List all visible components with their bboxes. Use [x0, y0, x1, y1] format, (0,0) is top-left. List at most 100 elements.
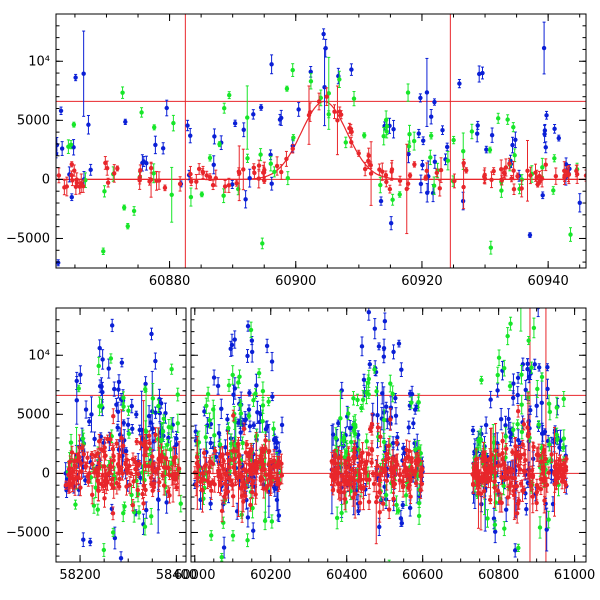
- y-tick-label: 5000: [17, 407, 50, 422]
- data-point: [384, 470, 389, 491]
- data-point: [222, 477, 228, 490]
- data-point: [416, 128, 421, 139]
- data-point: [285, 171, 291, 186]
- data-point: [81, 30, 86, 117]
- data-point: [508, 316, 513, 331]
- data-point: [529, 361, 534, 374]
- data-point: [361, 458, 367, 481]
- data-point: [99, 398, 104, 413]
- data-point: [487, 495, 493, 505]
- data-point: [169, 363, 174, 375]
- top-axes-frame: [55, 13, 587, 269]
- data-point: [163, 449, 169, 468]
- data-point: [536, 363, 542, 372]
- data-point: [153, 427, 158, 443]
- data-point: [89, 451, 95, 458]
- data-point: [492, 519, 498, 530]
- data-point: [404, 453, 409, 463]
- data-point: [149, 327, 154, 341]
- data-point: [564, 455, 569, 463]
- data-point: [377, 163, 382, 176]
- data-point: [96, 480, 101, 502]
- data-point: [383, 484, 389, 506]
- data-point: [260, 464, 265, 473]
- data-point: [505, 114, 510, 125]
- data-point: [407, 124, 412, 144]
- data-point: [73, 73, 78, 82]
- data-point: [177, 176, 183, 192]
- data-point: [78, 479, 83, 497]
- data-point: [155, 465, 161, 534]
- data-point: [133, 455, 138, 469]
- data-point: [528, 479, 534, 492]
- data-point: [496, 443, 502, 466]
- data-point: [68, 140, 74, 150]
- data-point: [545, 363, 550, 372]
- data-point: [153, 352, 158, 370]
- data-point: [250, 453, 255, 476]
- data-point: [482, 452, 488, 463]
- data-point: [516, 543, 521, 552]
- data-point: [540, 191, 545, 200]
- data-point: [233, 462, 238, 487]
- data-point: [495, 366, 500, 384]
- data-point: [566, 167, 571, 183]
- data-point: [386, 500, 392, 520]
- data-point: [487, 146, 493, 154]
- data-point: [519, 179, 524, 198]
- data-point: [492, 455, 497, 508]
- data-point: [101, 247, 106, 256]
- data-point: [76, 384, 81, 393]
- data-point: [290, 63, 295, 77]
- data-point: [112, 526, 118, 550]
- data-point: [390, 385, 395, 403]
- data-point: [83, 400, 89, 419]
- data-point: [511, 122, 516, 133]
- data-point: [360, 389, 366, 410]
- data-point: [394, 578, 398, 585]
- data-point: [367, 470, 372, 489]
- data-point: [247, 389, 252, 397]
- data-point: [247, 460, 252, 479]
- data-point: [544, 507, 549, 552]
- data-point: [309, 6, 313, 11]
- data-point: [562, 169, 567, 186]
- data-point: [109, 479, 114, 490]
- data-point: [509, 174, 514, 183]
- data-point: [374, 460, 379, 545]
- data-point: [338, 390, 343, 447]
- data-point: [365, 374, 371, 392]
- data-point: [279, 109, 284, 126]
- data-point: [268, 156, 274, 172]
- data-point: [339, 504, 344, 522]
- data-point: [391, 344, 396, 360]
- data-point: [499, 183, 504, 198]
- data-point: [271, 449, 277, 484]
- data-point: [102, 185, 107, 198]
- data-point: [387, 184, 393, 194]
- data-point: [492, 482, 497, 493]
- data-point: [444, 142, 450, 152]
- data-point: [74, 371, 79, 391]
- data-point: [244, 440, 250, 450]
- data-point: [536, 420, 541, 429]
- data-point: [207, 173, 213, 181]
- data-point: [121, 504, 126, 523]
- data-point: [539, 372, 545, 382]
- data-point: [551, 186, 556, 195]
- data-point: [503, 426, 509, 447]
- data-point: [146, 405, 152, 428]
- data-point: [499, 493, 504, 513]
- data-point: [266, 440, 272, 462]
- data-point: [496, 349, 502, 367]
- data-point: [416, 506, 422, 525]
- data-point: [544, 110, 549, 120]
- data-point: [560, 470, 566, 482]
- data-point: [138, 435, 143, 451]
- data-point: [72, 164, 77, 177]
- bottom-plot-area: [56, 318, 186, 562]
- data-point: [270, 392, 275, 402]
- data-point: [405, 83, 411, 102]
- data-point: [561, 391, 566, 407]
- data-point: [151, 163, 156, 184]
